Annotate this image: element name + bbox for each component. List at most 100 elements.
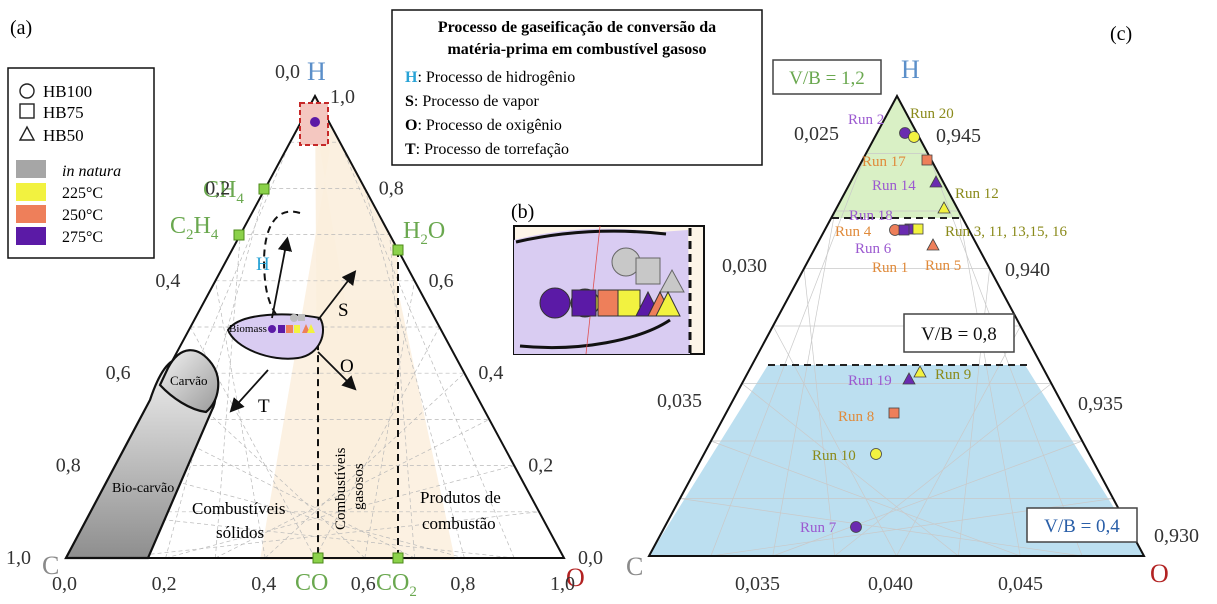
process-item-s: S: Processo de vapor — [405, 93, 539, 110]
solid-fuel-label-2: sólidos — [216, 523, 264, 542]
process-title-2: matéria-prima em combustível gasoso — [447, 41, 706, 58]
grid-line — [364, 280, 415, 559]
co2-marker — [392, 552, 404, 564]
grid-line — [927, 153, 1083, 557]
run-marker-circle — [870, 448, 882, 460]
run-marker-square — [912, 223, 924, 235]
marker-circle — [290, 314, 298, 322]
ternary-grid-c — [679, 153, 1114, 557]
grid-line — [115, 142, 291, 559]
bottom-tick-a: 1,0 — [550, 573, 575, 595]
run-label: Run 18 — [849, 208, 893, 224]
run-label: Run 9 — [935, 367, 971, 383]
arrow-s — [317, 270, 357, 321]
zone-label-box-mid — [903, 313, 1015, 353]
process-box: Processo de gaseificação de conversão da… — [391, 9, 763, 166]
run-marker-triangle — [937, 201, 951, 214]
legend-innatura: in natura — [62, 163, 121, 180]
arrow-o-label: O — [340, 356, 354, 377]
circle-icon — [19, 83, 35, 99]
panel-b: (b) — [511, 201, 705, 355]
run-label: Run 8 — [838, 409, 874, 425]
run-marker-square — [898, 224, 910, 236]
zone-label-high: V/B = 1,2 — [789, 68, 865, 89]
inset-triangle-gray — [659, 268, 685, 293]
left-tick-2: 0,030 — [722, 255, 767, 277]
run-label: Run 1 — [872, 260, 908, 276]
run-label: Run 14 — [872, 178, 916, 194]
co-label: CO — [295, 570, 328, 596]
grid-line — [679, 498, 1083, 557]
vertex-h-c: H — [901, 55, 920, 84]
run-label: Run 4 — [835, 224, 872, 240]
run-marker-triangle — [926, 238, 940, 251]
co-marker — [312, 552, 324, 564]
legend-hb50: HB50 — [43, 126, 84, 145]
panel-label-b: (b) — [511, 201, 534, 223]
process-box-frame — [391, 9, 763, 166]
run-label: Run 19 — [848, 373, 892, 389]
panel-c: (c) V/B = 1,2 V/B = 0,8 V/B = 0,4 H C O … — [626, 23, 1199, 595]
bottom-tick-2: 0,040 — [868, 573, 913, 595]
grid-line — [264, 372, 465, 559]
marker-square — [294, 325, 300, 333]
swatch-250 — [16, 205, 46, 223]
zone-label-low: V/B = 0,4 — [1044, 516, 1120, 537]
ternary-triangle-c — [647, 93, 1146, 557]
run-marker-triangle — [902, 372, 916, 385]
right-tick-a: 0,0 — [578, 547, 603, 569]
vertex-h-a: H — [307, 57, 326, 86]
biomass-label: Biomass — [229, 323, 267, 335]
top-zero-a: 0,0 — [275, 61, 300, 83]
run-marker-circle — [908, 131, 920, 143]
right-tick-a: 0,4 — [478, 362, 503, 384]
c2h4-label: C2H4 — [170, 213, 219, 243]
arrow-t — [229, 369, 269, 413]
inset-square-275 — [571, 289, 597, 317]
solid-fuel-label-1: Combustíveis — [192, 499, 286, 518]
panel-label-c: (c) — [1110, 23, 1132, 45]
panel-label-a: (a) — [10, 17, 32, 39]
legend-hb75: HB75 — [43, 103, 84, 122]
run-label: Run 10 — [812, 448, 856, 464]
inset-circle-275 — [539, 287, 571, 319]
grid-line — [90, 511, 515, 559]
legend-250: 250°C — [62, 207, 103, 224]
inset-square-225 — [617, 289, 641, 317]
run-label: Run 3, 11, 13,15, 16 — [945, 224, 1067, 240]
right-tick-a: 0,6 — [429, 270, 454, 292]
bottom-tick-1: 0,035 — [735, 573, 780, 595]
combustion-label-1: Produtos de — [420, 488, 501, 507]
vertex-c-c: C — [626, 552, 643, 581]
biocarvao-label: Bio-carvão — [112, 481, 174, 496]
legend-275: 275°C — [62, 229, 103, 246]
run-marker-triangle — [913, 365, 927, 378]
vertex-c-a: C — [42, 551, 59, 580]
grid-line — [958, 210, 1021, 557]
process-item-t: T: Processo de torrefação — [405, 141, 569, 158]
arrow-t-label: T — [258, 396, 270, 417]
process-item-o: O: Processo de oxigênio — [405, 117, 562, 134]
vertex-o-c: O — [1150, 559, 1169, 588]
gas-fuel-label-1: Combustíveis — [333, 447, 349, 530]
run-marker-triangle — [929, 175, 943, 188]
inset-triangle-225 — [655, 290, 681, 317]
left-tick-3: 0,035 — [657, 390, 702, 412]
carvao-region — [158, 349, 220, 414]
run-marker-circle — [850, 521, 862, 533]
left-tick-a: 0,2 — [205, 177, 230, 199]
zone-low — [649, 365, 1144, 556]
arrow-o — [317, 351, 357, 391]
marker-circle — [268, 325, 276, 333]
grid-line — [389, 234, 415, 559]
grid-line — [314, 326, 440, 559]
process-item-h: H: Processo de hidrogênio — [405, 69, 575, 86]
biomass-region — [226, 313, 325, 360]
run-label: Run 2 — [848, 112, 884, 128]
run-label: Run 6 — [855, 241, 892, 257]
marker-square — [278, 325, 285, 333]
right-tick-4: 0,930 — [1154, 525, 1199, 547]
grid-line — [364, 188, 465, 559]
